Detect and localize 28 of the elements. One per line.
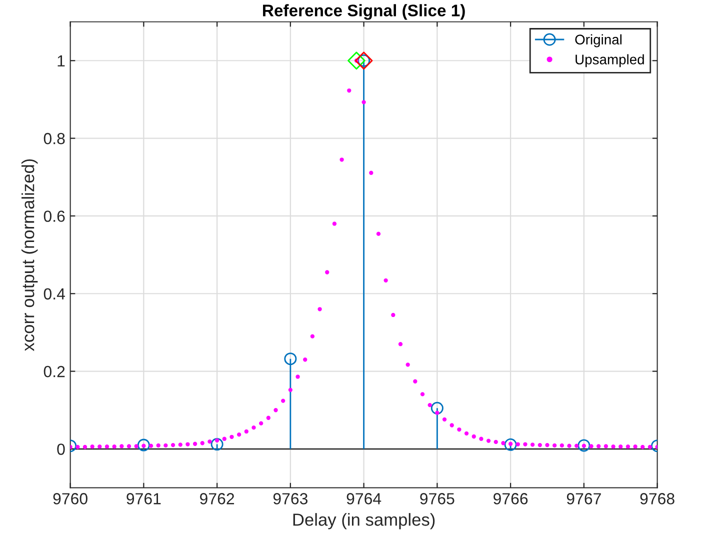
x-tick-label: 9765 bbox=[420, 493, 454, 504]
y-tick-label: 0.4 bbox=[44, 288, 65, 300]
point bbox=[284, 352, 297, 366]
chart-title: Reference Signal (Slice 1) bbox=[263, 4, 465, 20]
point bbox=[137, 438, 150, 452]
y-tick-label: 0.2 bbox=[44, 366, 65, 378]
x-tick-label: 9766 bbox=[494, 493, 528, 504]
point bbox=[578, 439, 590, 452]
point bbox=[354, 52, 373, 70]
y-tick-label: 1 bbox=[58, 55, 65, 66]
x-tick-label: 9760 bbox=[53, 493, 88, 504]
y-tick-label: 0 bbox=[57, 444, 65, 455]
x-tick-label: 9768 bbox=[640, 493, 674, 504]
x-tick-label: 9762 bbox=[200, 493, 234, 504]
x-tick-label: 9761 bbox=[126, 493, 161, 504]
point bbox=[430, 402, 444, 414]
y-tick-label: 0.6 bbox=[44, 210, 65, 222]
point bbox=[210, 438, 224, 451]
legend-label: Original bbox=[575, 34, 622, 48]
point bbox=[504, 438, 517, 451]
x-tick-label: 9764 bbox=[346, 493, 382, 504]
legend-label: Upsampled bbox=[576, 54, 644, 68]
point bbox=[348, 52, 366, 70]
y-axis-title: xcorr output (normalized) bbox=[22, 159, 38, 352]
y-tick-label: 0.8 bbox=[44, 132, 65, 144]
x-axis-title: Delay (in samples) bbox=[293, 513, 435, 530]
x-tick-label: 9763 bbox=[273, 493, 308, 504]
x-tick-label: 9767 bbox=[566, 493, 601, 504]
